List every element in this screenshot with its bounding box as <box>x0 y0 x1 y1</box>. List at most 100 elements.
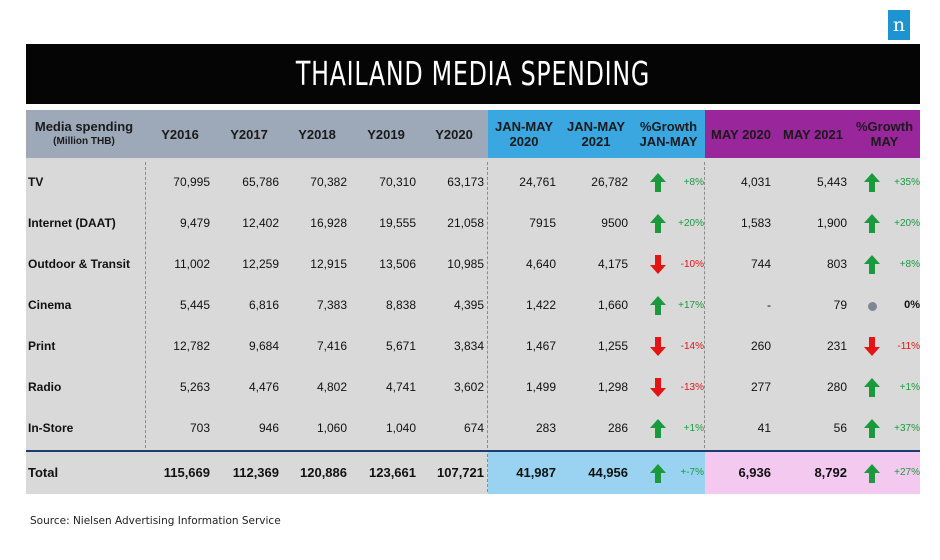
total-divider <box>26 450 920 452</box>
header-growth-janmay: %Growth JAN-MAY <box>632 110 705 158</box>
header-janmay-2020-line2: 2020 <box>509 134 539 149</box>
header-y2018: Y2018 <box>298 126 336 142</box>
value-y2016: 9,479 <box>179 216 210 230</box>
janmay-growth-value: -13% <box>680 382 704 393</box>
value-y2020: 21,058 <box>447 216 484 230</box>
table-row: TV 70,995 65,786 70,382 70,310 63,173 24,761 26… <box>26 162 920 203</box>
value-y2017: 6,816 <box>248 298 279 312</box>
header-growth-janmay-line1: %Growth <box>639 119 698 134</box>
value-janmay-2020: 283 <box>535 421 556 435</box>
nielsen-logo: n <box>888 10 910 40</box>
neutral-dot-icon <box>868 302 877 311</box>
row-label: Total <box>28 465 59 480</box>
value-janmay-2021: 9500 <box>601 216 628 230</box>
header-growth-may-line2: MAY <box>870 134 899 149</box>
value-y2017: 112,369 <box>232 465 279 480</box>
value-janmay-2021: 26,782 <box>591 175 628 189</box>
value-janmay-2020: 7915 <box>529 216 556 230</box>
page-title-bar: THAILAND MEDIA SPENDING <box>26 44 920 104</box>
header-growth-may-line1: %Growth <box>855 119 914 134</box>
value-y2017: 4,476 <box>248 380 279 394</box>
value-y2019: 4,741 <box>385 380 416 394</box>
row-label: TV <box>28 175 44 189</box>
value-y2017: 946 <box>258 421 279 435</box>
row-label: Outdoor & Transit <box>28 257 130 271</box>
value-y2018: 16,928 <box>310 216 347 230</box>
value-janmay-2021: 286 <box>607 421 628 435</box>
arrow-up-icon <box>650 464 666 483</box>
value-y2020: 3,602 <box>453 380 484 394</box>
value-may-2020: - <box>767 298 771 312</box>
header-media-unit: (Million THB) <box>53 136 115 147</box>
table-row: Internet (DAAT) 9,479 12,402 16,928 19,555 21… <box>26 203 920 244</box>
arrow-up-icon <box>864 419 880 438</box>
value-y2016: 115,669 <box>163 465 210 480</box>
arrow-up-icon <box>650 173 666 192</box>
table-row: Print 12,782 9,684 7,416 5,671 3,834 1,467 1,25… <box>26 326 920 367</box>
value-janmay-2021: 4,175 <box>597 257 628 271</box>
value-may-2020: 41 <box>757 421 771 435</box>
page-title: THAILAND MEDIA SPENDING <box>295 54 651 93</box>
value-y2020: 107,721 <box>437 465 484 480</box>
value-y2020: 674 <box>463 421 484 435</box>
value-janmay-2021: 1,298 <box>597 380 628 394</box>
value-may-2021: 803 <box>826 257 847 271</box>
value-y2020: 63,173 <box>447 175 484 189</box>
column-separator <box>487 162 488 448</box>
header-growth-janmay-line2: JAN-MAY <box>639 134 698 149</box>
value-y2016: 703 <box>189 421 210 435</box>
header-band-annual <box>26 110 488 158</box>
column-separator <box>704 162 705 448</box>
row-label: Internet (DAAT) <box>28 216 116 230</box>
header-janmay-2020: JAN-MAY 2020 <box>488 110 560 158</box>
arrow-up-icon <box>864 214 880 233</box>
value-y2017: 65,786 <box>242 175 279 189</box>
value-y2016: 12,782 <box>173 339 210 353</box>
header-y2017: Y2017 <box>230 126 268 142</box>
table-row: Outdoor & Transit 11,002 12,259 12,915 13,50… <box>26 244 920 285</box>
header-band-janmay <box>488 110 705 158</box>
value-y2016: 5,263 <box>179 380 210 394</box>
value-may-2021: 280 <box>826 380 847 394</box>
arrow-up-icon <box>650 419 666 438</box>
source-note: Source: Nielsen Advertising Information … <box>30 515 281 527</box>
table-row: In-Store 703 946 1,060 1,040 674 283 286 +1% 41 56… <box>26 408 920 449</box>
arrow-down-icon <box>864 337 880 356</box>
value-y2018: 4,802 <box>316 380 347 394</box>
table-row: Cinema 5,445 6,816 7,383 8,838 4,395 1,422 1,66… <box>26 285 920 326</box>
header-media-spending: Media spending (Million THB) <box>26 110 142 158</box>
value-y2020: 10,985 <box>447 257 484 271</box>
may-growth-value: +27% <box>894 467 920 478</box>
column-separator <box>487 454 488 492</box>
may-growth-value: +37% <box>894 423 920 434</box>
header-janmay-2020-line1: JAN-MAY <box>494 119 554 134</box>
value-may-2021: 8,792 <box>814 465 847 480</box>
arrow-up-icon <box>650 296 666 315</box>
arrow-up-icon <box>864 255 880 274</box>
value-y2016: 11,002 <box>174 257 210 271</box>
arrow-up-icon <box>864 378 880 397</box>
header-janmay-2021-line1: JAN-MAY <box>566 119 626 134</box>
table-row: Radio 5,263 4,476 4,802 4,741 3,602 1,499 1,298… <box>26 367 920 408</box>
value-y2018: 7,383 <box>316 298 347 312</box>
janmay-growth-value: +17% <box>678 300 704 311</box>
header-y2019: Y2019 <box>367 126 405 142</box>
value-y2019: 70,310 <box>379 175 416 189</box>
value-y2018: 70,382 <box>310 175 347 189</box>
header-growth-may: %Growth MAY <box>849 110 920 158</box>
column-separator <box>145 162 146 448</box>
janmay-growth-value: +8% <box>683 177 704 188</box>
total-may-band <box>705 452 920 494</box>
value-y2018: 1,060 <box>316 421 347 435</box>
value-y2017: 12,402 <box>242 216 279 230</box>
value-janmay-2020: 41,987 <box>516 465 556 480</box>
may-growth-value: +8% <box>899 259 920 270</box>
header-y2016: Y2016 <box>161 126 199 142</box>
value-y2018: 12,915 <box>310 257 347 271</box>
value-y2017: 9,684 <box>248 339 279 353</box>
janmay-growth-value: -14% <box>680 341 704 352</box>
row-label: Radio <box>28 380 62 394</box>
value-y2017: 12,259 <box>242 257 279 271</box>
value-janmay-2020: 1,422 <box>525 298 556 312</box>
value-may-2020: 6,936 <box>738 465 771 480</box>
